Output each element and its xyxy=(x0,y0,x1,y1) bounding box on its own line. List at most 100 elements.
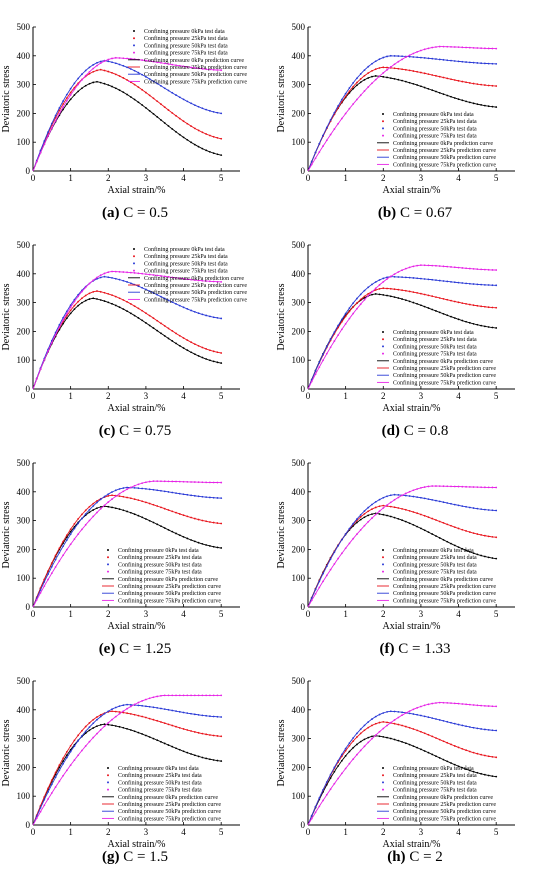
test-data-point-75kPa xyxy=(450,266,452,268)
test-data-point-75kPa xyxy=(397,716,400,719)
test-data-point-50kPa xyxy=(333,111,336,114)
test-data-point-0kPa xyxy=(457,546,460,549)
test-data-point-0kPa xyxy=(382,75,385,78)
test-data-point-25kPa xyxy=(65,314,68,317)
test-data-point-0kPa xyxy=(122,509,125,512)
test-data-point-25kPa xyxy=(201,131,204,134)
test-data-point-75kPa xyxy=(208,68,211,71)
test-data-point-25kPa xyxy=(111,294,113,297)
legend-entry: Confining pressure 0kPa test data xyxy=(118,547,199,554)
test-data-point-0kPa xyxy=(205,149,208,152)
test-data-point-75kPa xyxy=(182,65,185,68)
test-data-point-50kPa xyxy=(408,495,411,497)
test-data-point-50kPa xyxy=(148,488,151,491)
legend-entry: Confining pressure 75kPa test data xyxy=(118,787,202,794)
test-data-point-0kPa xyxy=(186,751,189,754)
test-data-point-75kPa xyxy=(167,694,170,697)
legend-marker-0kPa xyxy=(133,30,135,32)
test-data-point-50kPa xyxy=(107,60,110,63)
test-data-point-25kPa xyxy=(96,69,98,72)
legend-entry: Confining pressure 50kPa prediction curv… xyxy=(393,154,496,161)
x-tick-label: 1 xyxy=(68,391,73,401)
test-data-point-50kPa xyxy=(65,310,68,313)
test-data-point-50kPa xyxy=(96,61,98,64)
test-data-point-50kPa xyxy=(81,735,83,737)
test-data-point-25kPa xyxy=(352,85,355,88)
test-data-point-50kPa xyxy=(77,739,80,742)
test-data-point-75kPa xyxy=(314,157,317,160)
test-data-point-50kPa xyxy=(205,714,208,717)
test-data-point-75kPa xyxy=(50,127,53,130)
test-data-point-75kPa xyxy=(58,780,61,783)
test-data-point-75kPa xyxy=(96,64,98,67)
test-data-point-50kPa xyxy=(111,61,113,64)
legend-entry: Confining pressure 25kPa test data xyxy=(393,336,477,343)
test-data-point-75kPa xyxy=(483,47,486,50)
test-data-point-75kPa xyxy=(62,554,65,557)
test-data-point-0kPa xyxy=(408,81,411,84)
test-data-point-50kPa xyxy=(62,762,65,765)
test-data-point-75kPa xyxy=(99,507,102,510)
test-data-point-75kPa xyxy=(73,88,76,91)
test-data-point-0kPa xyxy=(88,298,91,300)
test-data-point-50kPa xyxy=(431,717,434,719)
test-data-point-25kPa xyxy=(393,67,396,70)
test-data-point-50kPa xyxy=(435,718,437,720)
test-data-point-25kPa xyxy=(487,755,490,758)
test-data-point-25kPa xyxy=(340,320,343,323)
test-data-point-50kPa xyxy=(480,728,483,730)
test-data-point-75kPa xyxy=(401,494,403,497)
test-data-point-0kPa xyxy=(401,740,403,743)
test-data-point-50kPa xyxy=(408,276,411,279)
x-axis-label: Axial strain/% xyxy=(107,621,165,632)
test-data-point-50kPa xyxy=(487,728,490,731)
test-data-point-50kPa xyxy=(442,501,445,504)
test-data-point-75kPa xyxy=(160,275,162,277)
test-data-point-0kPa xyxy=(65,754,68,757)
y-axis-label: Deviatoric stress xyxy=(1,283,12,350)
test-data-point-50kPa xyxy=(58,551,61,554)
test-data-point-50kPa xyxy=(371,62,373,65)
test-data-point-50kPa xyxy=(58,769,61,772)
test-data-point-25kPa xyxy=(465,81,467,84)
test-data-point-25kPa xyxy=(77,734,80,737)
test-data-point-75kPa xyxy=(431,46,434,49)
test-data-point-0kPa xyxy=(363,738,366,741)
test-data-point-75kPa xyxy=(88,282,91,285)
x-tick-label: 3 xyxy=(419,391,424,401)
test-data-point-75kPa xyxy=(408,54,411,57)
test-data-point-0kPa xyxy=(148,519,151,522)
test-data-point-25kPa xyxy=(186,729,189,731)
test-data-point-75kPa xyxy=(476,486,479,489)
test-data-point-75kPa xyxy=(208,280,211,283)
test-data-point-75kPa xyxy=(495,705,498,708)
y-tick-label: 100 xyxy=(292,355,306,365)
x-tick-label: 5 xyxy=(219,391,224,401)
test-data-point-75kPa xyxy=(160,694,162,697)
legend: Confining pressure 0kPa test dataConfini… xyxy=(128,246,247,303)
test-data-point-75kPa xyxy=(122,57,125,60)
test-data-point-25kPa xyxy=(491,306,494,309)
test-data-point-25kPa xyxy=(133,305,136,307)
test-data-point-75kPa xyxy=(77,83,80,86)
test-data-point-75kPa xyxy=(81,78,83,81)
test-data-point-0kPa xyxy=(397,78,400,81)
test-data-point-0kPa xyxy=(423,305,426,308)
test-data-point-25kPa xyxy=(401,68,403,71)
test-data-point-75kPa xyxy=(416,264,419,267)
legend-entry: Confining pressure 50kPa prediction curv… xyxy=(393,808,496,815)
caption-letter: (g) xyxy=(102,849,120,865)
test-data-point-50kPa xyxy=(483,62,486,65)
x-tick-label: 1 xyxy=(343,609,348,619)
test-data-point-0kPa xyxy=(367,77,370,79)
test-data-point-75kPa xyxy=(190,694,192,697)
test-data-point-50kPa xyxy=(363,289,366,292)
test-data-point-75kPa xyxy=(495,47,498,50)
test-data-point-0kPa xyxy=(435,310,437,312)
test-data-point-75kPa xyxy=(438,45,441,48)
test-data-point-75kPa xyxy=(423,264,426,267)
test-data-point-0kPa xyxy=(114,87,117,90)
test-data-point-0kPa xyxy=(382,294,385,296)
caption-text: C = 0.5 xyxy=(119,205,168,221)
